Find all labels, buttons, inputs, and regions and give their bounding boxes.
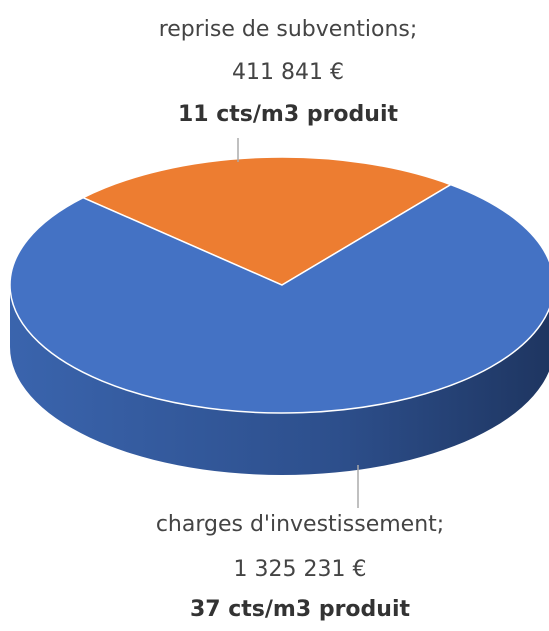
value-label: 411 841 € [232,60,344,85]
slice-label: charges d'investissement; [156,512,444,537]
value-label: 1 325 231 € [234,557,367,582]
unit-label: 11 cts/m3 produit [178,102,399,127]
pie-slice [81,156,453,286]
pie-side [10,285,549,475]
pie-slice [9,183,549,414]
slice-label: reprise de subventions; [159,17,418,42]
unit-label: 37 cts/m3 produit [190,597,411,622]
